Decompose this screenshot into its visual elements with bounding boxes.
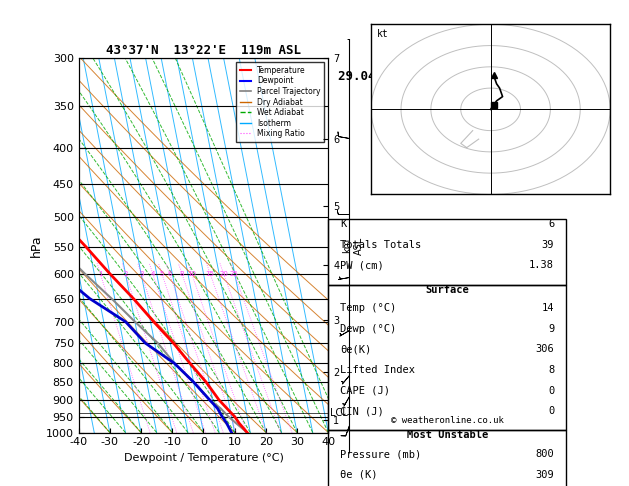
X-axis label: Dewpoint / Temperature (°C): Dewpoint / Temperature (°C) (123, 453, 284, 463)
Text: 0: 0 (548, 406, 554, 416)
Text: 14: 14 (542, 303, 554, 313)
Text: 306: 306 (535, 345, 554, 354)
Text: © weatheronline.co.uk: © weatheronline.co.uk (391, 416, 504, 425)
Text: 1.38: 1.38 (529, 260, 554, 270)
Text: 10: 10 (187, 271, 196, 277)
Text: LCL: LCL (330, 408, 348, 418)
Title: 43°37'N  13°22'E  119m ASL: 43°37'N 13°22'E 119m ASL (106, 44, 301, 57)
Text: K: K (340, 219, 347, 229)
Text: Most Unstable: Most Unstable (406, 431, 488, 440)
Text: 1: 1 (98, 271, 103, 277)
Text: θe (K): θe (K) (340, 469, 377, 480)
Text: 309: 309 (535, 469, 554, 480)
Text: 8: 8 (548, 365, 554, 375)
Text: CIN (J): CIN (J) (340, 406, 384, 416)
Text: 4: 4 (150, 271, 155, 277)
Text: 6: 6 (548, 219, 554, 229)
Legend: Temperature, Dewpoint, Parcel Trajectory, Dry Adiabat, Wet Adiabat, Isotherm, Mi: Temperature, Dewpoint, Parcel Trajectory… (236, 62, 325, 142)
Text: Totals Totals: Totals Totals (340, 240, 421, 250)
Text: 39: 39 (542, 240, 554, 250)
Text: 6: 6 (167, 271, 172, 277)
Text: 8: 8 (180, 271, 184, 277)
Text: Temp (°C): Temp (°C) (340, 303, 396, 313)
Text: 15: 15 (206, 271, 214, 277)
Text: 800: 800 (535, 449, 554, 459)
Text: 20: 20 (219, 271, 228, 277)
Text: 5: 5 (160, 271, 164, 277)
Text: Lifted Index: Lifted Index (340, 365, 415, 375)
Text: CAPE (J): CAPE (J) (340, 385, 390, 396)
Y-axis label: hPa: hPa (30, 234, 43, 257)
Text: kt: kt (377, 29, 389, 39)
Text: 29.04.2024  15GMT  (Base: 18): 29.04.2024 15GMT (Base: 18) (338, 69, 556, 83)
Text: 2: 2 (123, 271, 128, 277)
Text: 3: 3 (139, 271, 143, 277)
Text: 0: 0 (548, 385, 554, 396)
Text: θe(K): θe(K) (340, 345, 372, 354)
Text: Surface: Surface (425, 285, 469, 295)
Text: Dewp (°C): Dewp (°C) (340, 324, 396, 334)
Y-axis label: km
ASL: km ASL (342, 236, 364, 255)
Text: Pressure (mb): Pressure (mb) (340, 449, 421, 459)
Text: 9: 9 (548, 324, 554, 334)
Text: PW (cm): PW (cm) (340, 260, 384, 270)
Text: 25: 25 (230, 271, 238, 277)
